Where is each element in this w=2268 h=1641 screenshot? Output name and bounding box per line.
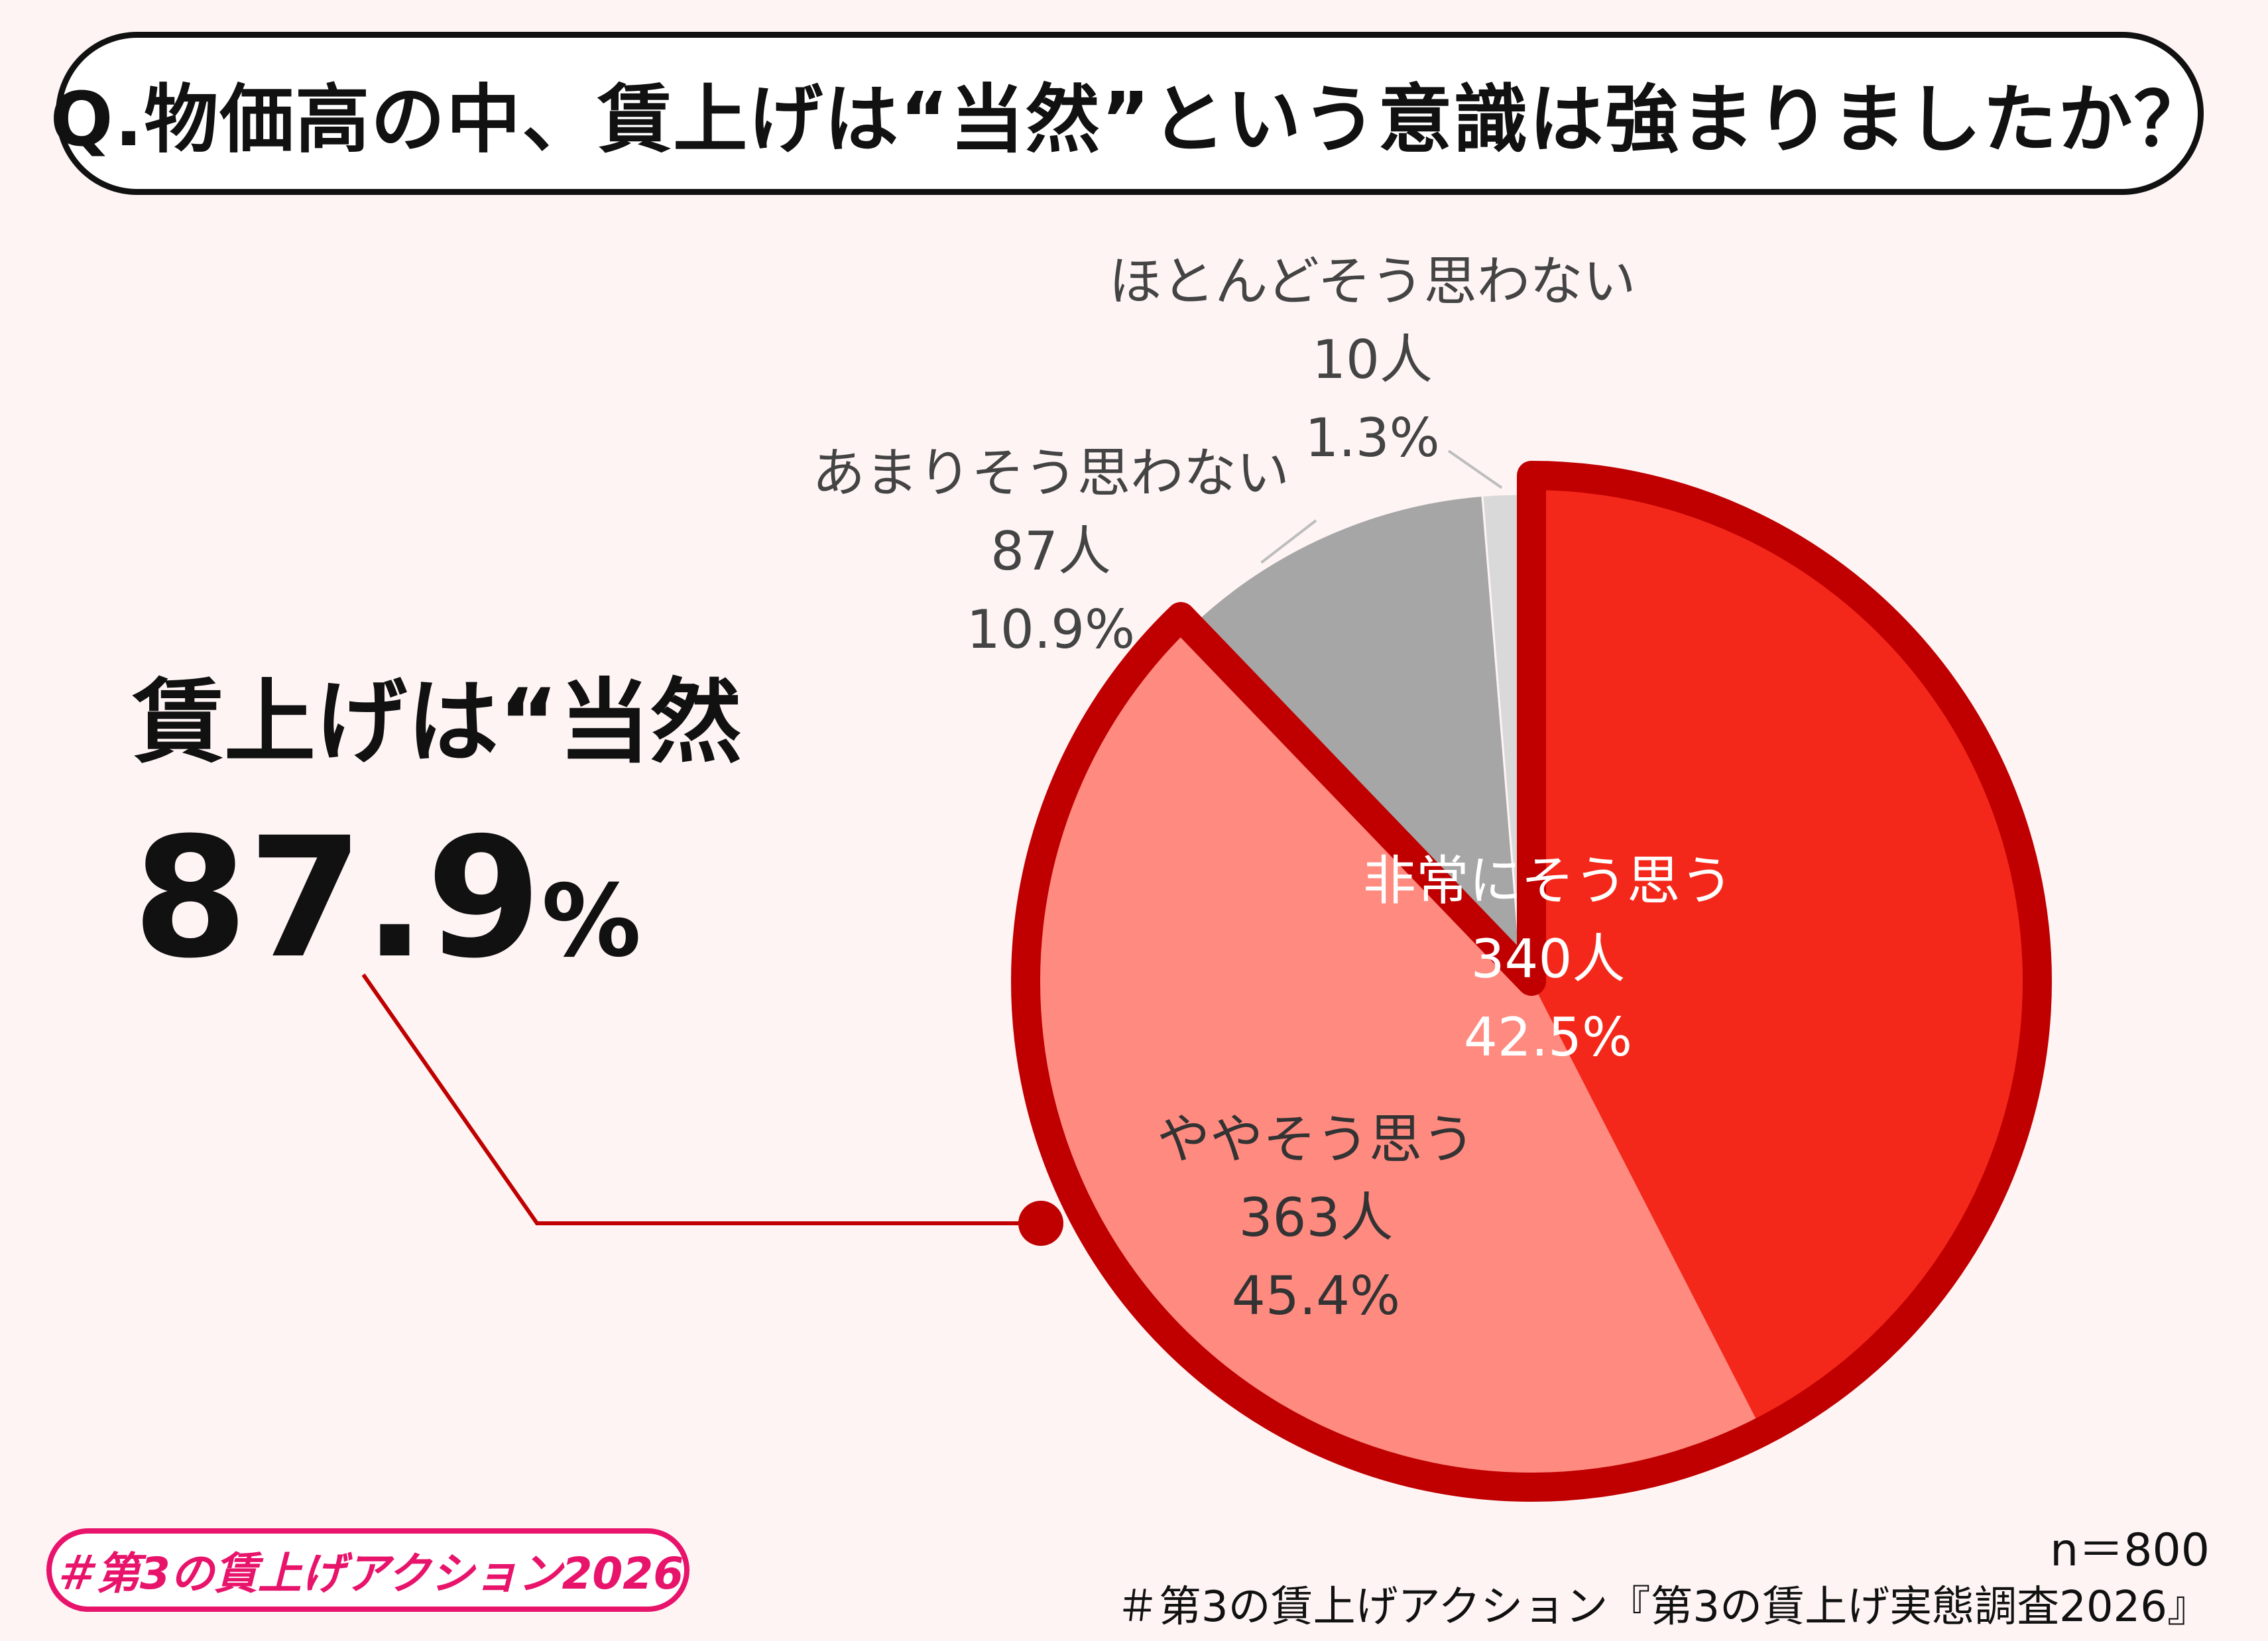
label-slice-3-name: ほとんどそう思わない bbox=[1108, 251, 1636, 312]
summary-connector-dot bbox=[1018, 1201, 1063, 1246]
source-note: ＃第3の賃上げアクション『第3の賃上げ実態調査2026』 bbox=[1116, 1583, 2210, 1632]
label-slice-2-count: 87人 bbox=[990, 520, 1111, 582]
summary-connector-line bbox=[361, 973, 1038, 1225]
summary-unit: % bbox=[541, 864, 642, 979]
leader-line-slice-2 bbox=[1260, 519, 1317, 564]
highlight-group-outline bbox=[1011, 461, 2052, 1502]
label-slice-0-name: 非常にそう思う bbox=[1362, 850, 1734, 912]
label-slice-0-percent: 42.5% bbox=[1463, 1006, 1633, 1068]
label-slice-1-count: 363人 bbox=[1238, 1187, 1394, 1248]
pie-slice-0 bbox=[1531, 475, 2037, 1431]
label-slice-2-percent: 10.9% bbox=[966, 599, 1136, 660]
summary-heading: 賃上げは“当然 bbox=[133, 669, 742, 776]
question-title-box: Q.物価高の中、賃上げは“当然”という意識は強まりましたか？ bbox=[50, 32, 2208, 195]
summary-callout: 賃上げは“当然 87.9% bbox=[133, 666, 742, 1021]
label-slice-1-name: ややそう思う bbox=[1157, 1109, 1475, 1170]
sample-size: n＝800 bbox=[2050, 1524, 2210, 1577]
summary-value: 87.9 bbox=[133, 802, 542, 995]
label-slice-1-percent: 45.4% bbox=[1231, 1265, 1401, 1327]
campaign-hashtag-text: ＃第3の賃上げアクション2026 bbox=[52, 1548, 684, 1599]
label-slice-3-count: 10人 bbox=[1312, 329, 1433, 391]
label-slice-0-count: 340人 bbox=[1470, 928, 1626, 990]
label-slice-3: ほとんどそう思わない 10人 1.3% bbox=[1108, 243, 1636, 477]
leader-line-slice-3 bbox=[1447, 450, 1503, 489]
label-slice-3-percent: 1.3% bbox=[1305, 407, 1440, 469]
question-title: Q.物価高の中、賃上げは“当然”という意識は強まりましたか？ bbox=[50, 77, 2210, 163]
label-slice-2-name: あまりそう思わない bbox=[812, 442, 1289, 504]
pie-slice-1 bbox=[1026, 616, 1763, 1487]
label-slice-0: 非常にそう思う 340人 42.5% bbox=[1363, 842, 1733, 1077]
label-slice-2: あまりそう思わない 87人 10.9% bbox=[812, 434, 1289, 669]
campaign-hashtag-badge: ＃第3の賃上げアクション2026 bbox=[46, 1528, 689, 1612]
label-slice-1: ややそう思う 363人 45.4% bbox=[1157, 1101, 1475, 1335]
summary-value-line: 87.9% bbox=[133, 799, 742, 1021]
pie-slice-2 bbox=[1187, 494, 1523, 978]
